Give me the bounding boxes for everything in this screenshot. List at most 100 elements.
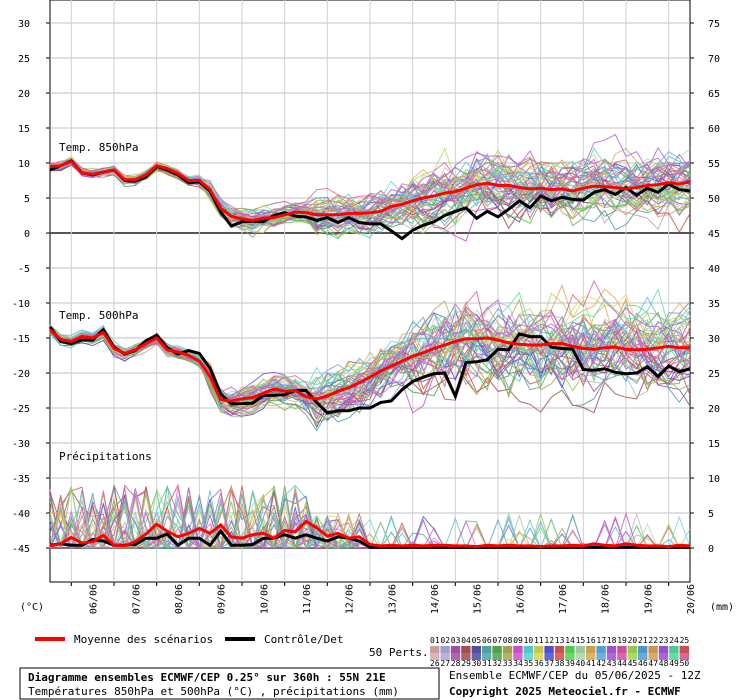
right-tick-label: 45	[708, 229, 720, 240]
pert-swatch	[586, 646, 596, 653]
pert-number: 42	[596, 659, 606, 668]
right-tick-label: 30	[708, 334, 720, 345]
pert-number: 34	[513, 659, 523, 668]
pert-number: 03	[451, 636, 461, 645]
left-tick-label: 10	[18, 159, 30, 170]
pert-number: 12	[544, 636, 554, 645]
right-tick-label: 75	[708, 19, 720, 30]
left-tick-label: 0	[24, 229, 30, 240]
pert-swatch	[575, 653, 585, 660]
pert-number: 41	[586, 659, 596, 668]
left-tick-label: -5	[18, 264, 30, 275]
x-tick-label: 16/06	[515, 584, 526, 614]
pert-swatch	[502, 646, 513, 653]
x-tick-label: 07/06	[131, 584, 142, 614]
pert-number: 22	[648, 636, 658, 645]
x-tick-label: 20/06	[686, 584, 697, 614]
pert-number: 49	[669, 659, 679, 668]
panel-label-precip: Précipitations	[59, 450, 152, 463]
pert-number: 20	[628, 636, 638, 645]
pert-number: 23	[659, 636, 669, 645]
pert-swatch	[554, 653, 565, 660]
ensemble-member-line	[49, 157, 691, 228]
right-tick-label: 60	[708, 124, 720, 135]
x-tick-label: 17/06	[558, 584, 569, 614]
pert-number: 17	[596, 636, 606, 645]
pert-swatch	[461, 653, 471, 660]
right-tick-label: 40	[708, 264, 720, 275]
right-tick-label: 15	[708, 439, 720, 450]
pert-number: 36	[534, 659, 544, 668]
left-tick-label: -35	[12, 474, 30, 485]
ensemble-member-line	[49, 147, 691, 221]
pert-number: 25	[680, 636, 690, 645]
pert-swatch	[648, 646, 658, 653]
pert-swatch	[513, 646, 523, 653]
pert-swatch	[617, 653, 627, 660]
pert-swatch	[492, 646, 502, 653]
pert-number: 28	[451, 659, 461, 668]
pert-swatch	[648, 653, 658, 660]
left-tick-label: -45	[12, 544, 30, 555]
pert-swatch	[627, 653, 637, 660]
chart-subtitle: Températures 850hPa et 500hPa (°C) , pré…	[28, 685, 399, 698]
left-axis-unit: (°C)	[20, 602, 44, 613]
pert-swatch	[669, 653, 679, 660]
pert-number: 05	[472, 636, 482, 645]
pert-swatch	[638, 653, 648, 660]
pert-number: 37	[544, 659, 554, 668]
t850-mean-line	[49, 159, 691, 222]
left-axis: 30 25 20 15 10 5 0 -5 -10 -15 -20 -25 -30 -35 -40 -45	[12, 19, 50, 555]
run-info: Ensemble ECMWF/CEP du 05/06/2025 - 12Z	[449, 669, 701, 682]
legend-mean-label: Moyenne des scénarios	[74, 633, 213, 646]
pert-number: 26	[430, 659, 440, 668]
t500-mean-line	[48, 328, 690, 403]
left-tick-label: 30	[18, 19, 30, 30]
pert-swatch	[440, 646, 450, 653]
pert-number: 38	[555, 659, 565, 668]
legend-control-label: Contrôle/Det	[264, 633, 343, 646]
pert-swatch	[471, 653, 481, 660]
pert-swatch	[658, 646, 669, 653]
pert-swatch	[450, 646, 461, 653]
pert-number: 04	[461, 636, 471, 645]
pert-swatch	[523, 646, 533, 653]
pert-number: 43	[607, 659, 617, 668]
pert-number: 27	[440, 659, 450, 668]
pert-number: 13	[555, 636, 565, 645]
perturbation-legend: 01 02 03 04 05 06 07 08 09 10 11 12 13 14 15 16 17 18 19 20…	[430, 636, 689, 668]
pert-swatch	[482, 646, 492, 653]
right-tick-label: 55	[708, 159, 720, 170]
left-tick-label: 20	[18, 89, 30, 100]
x-tick-label: 08/06	[174, 584, 185, 614]
pert-number: 10	[524, 636, 534, 645]
x-tick-label: 14/06	[430, 584, 441, 614]
pert-swatch	[461, 646, 471, 653]
title-box: Diagramme ensembles ECMWF/CEP 0.25° sur …	[19, 667, 440, 700]
pert-swatch	[544, 653, 554, 660]
pert-number: 19	[617, 636, 627, 645]
pert-swatch	[544, 646, 554, 653]
pert-number: 45	[628, 659, 638, 668]
pert-swatch	[679, 653, 689, 660]
pert-number: 08	[503, 636, 513, 645]
x-tick-label: 18/06	[601, 584, 612, 614]
copyright: Copyright 2025 Meteociel.fr - ECMWF	[449, 685, 681, 698]
pert-number: 06	[482, 636, 492, 645]
pert-number: 39	[565, 659, 575, 668]
pert-swatch	[596, 653, 606, 660]
pert-swatch	[658, 653, 669, 660]
pert-number: 33	[503, 659, 513, 668]
panel-label-t850: Temp. 850hPa	[59, 141, 138, 154]
pert-swatch	[575, 646, 585, 653]
left-tick-label: -20	[12, 369, 30, 380]
right-tick-label: 10	[708, 474, 720, 485]
pert-number: 18	[607, 636, 617, 645]
right-tick-label: 20	[708, 404, 720, 415]
pert-swatch	[513, 653, 523, 660]
right-tick-label: 25	[708, 369, 720, 380]
left-tick-label: 25	[18, 54, 30, 65]
x-tick-label: 09/06	[217, 584, 228, 614]
